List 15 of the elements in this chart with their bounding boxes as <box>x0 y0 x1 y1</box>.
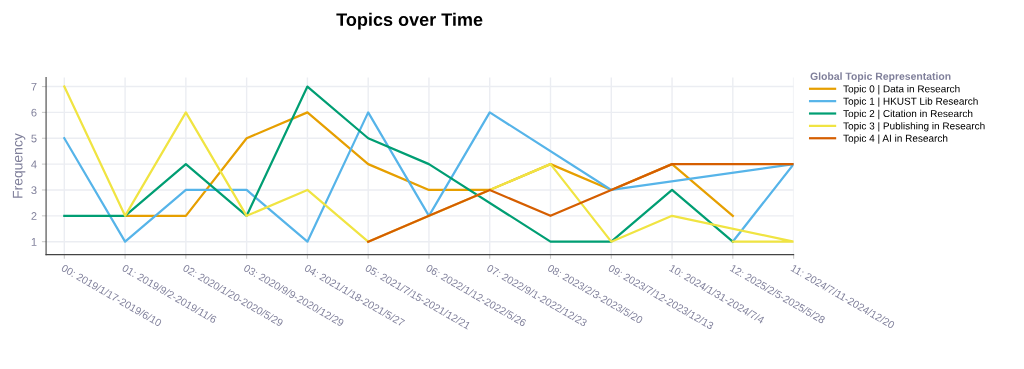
legend-label: Topic 0 | Data in Research <box>843 85 960 95</box>
legend-label: Topic 2 | Citation in Research <box>843 109 973 120</box>
y-axis-title: Frequency <box>12 133 26 198</box>
legend-label: Topic 3 | Publishing in Research <box>843 122 985 132</box>
y-tick-label: 1 <box>31 238 37 246</box>
y-tick-label: 4 <box>31 160 37 169</box>
legend-title: Global Topic Representation <box>810 72 951 83</box>
y-tick-label: 2 <box>31 212 37 220</box>
legend-label: Topic 1 | HKUST Lib Research <box>843 97 978 107</box>
y-tick-label: 3 <box>31 186 37 195</box>
legend-label: Topic 4 | AI in Research <box>843 134 948 144</box>
y-tick-label: 5 <box>31 134 37 143</box>
chart-title: Topics over Time <box>336 12 483 30</box>
y-tick-label: 6 <box>31 108 37 117</box>
y-tick-label: 7 <box>31 82 37 91</box>
